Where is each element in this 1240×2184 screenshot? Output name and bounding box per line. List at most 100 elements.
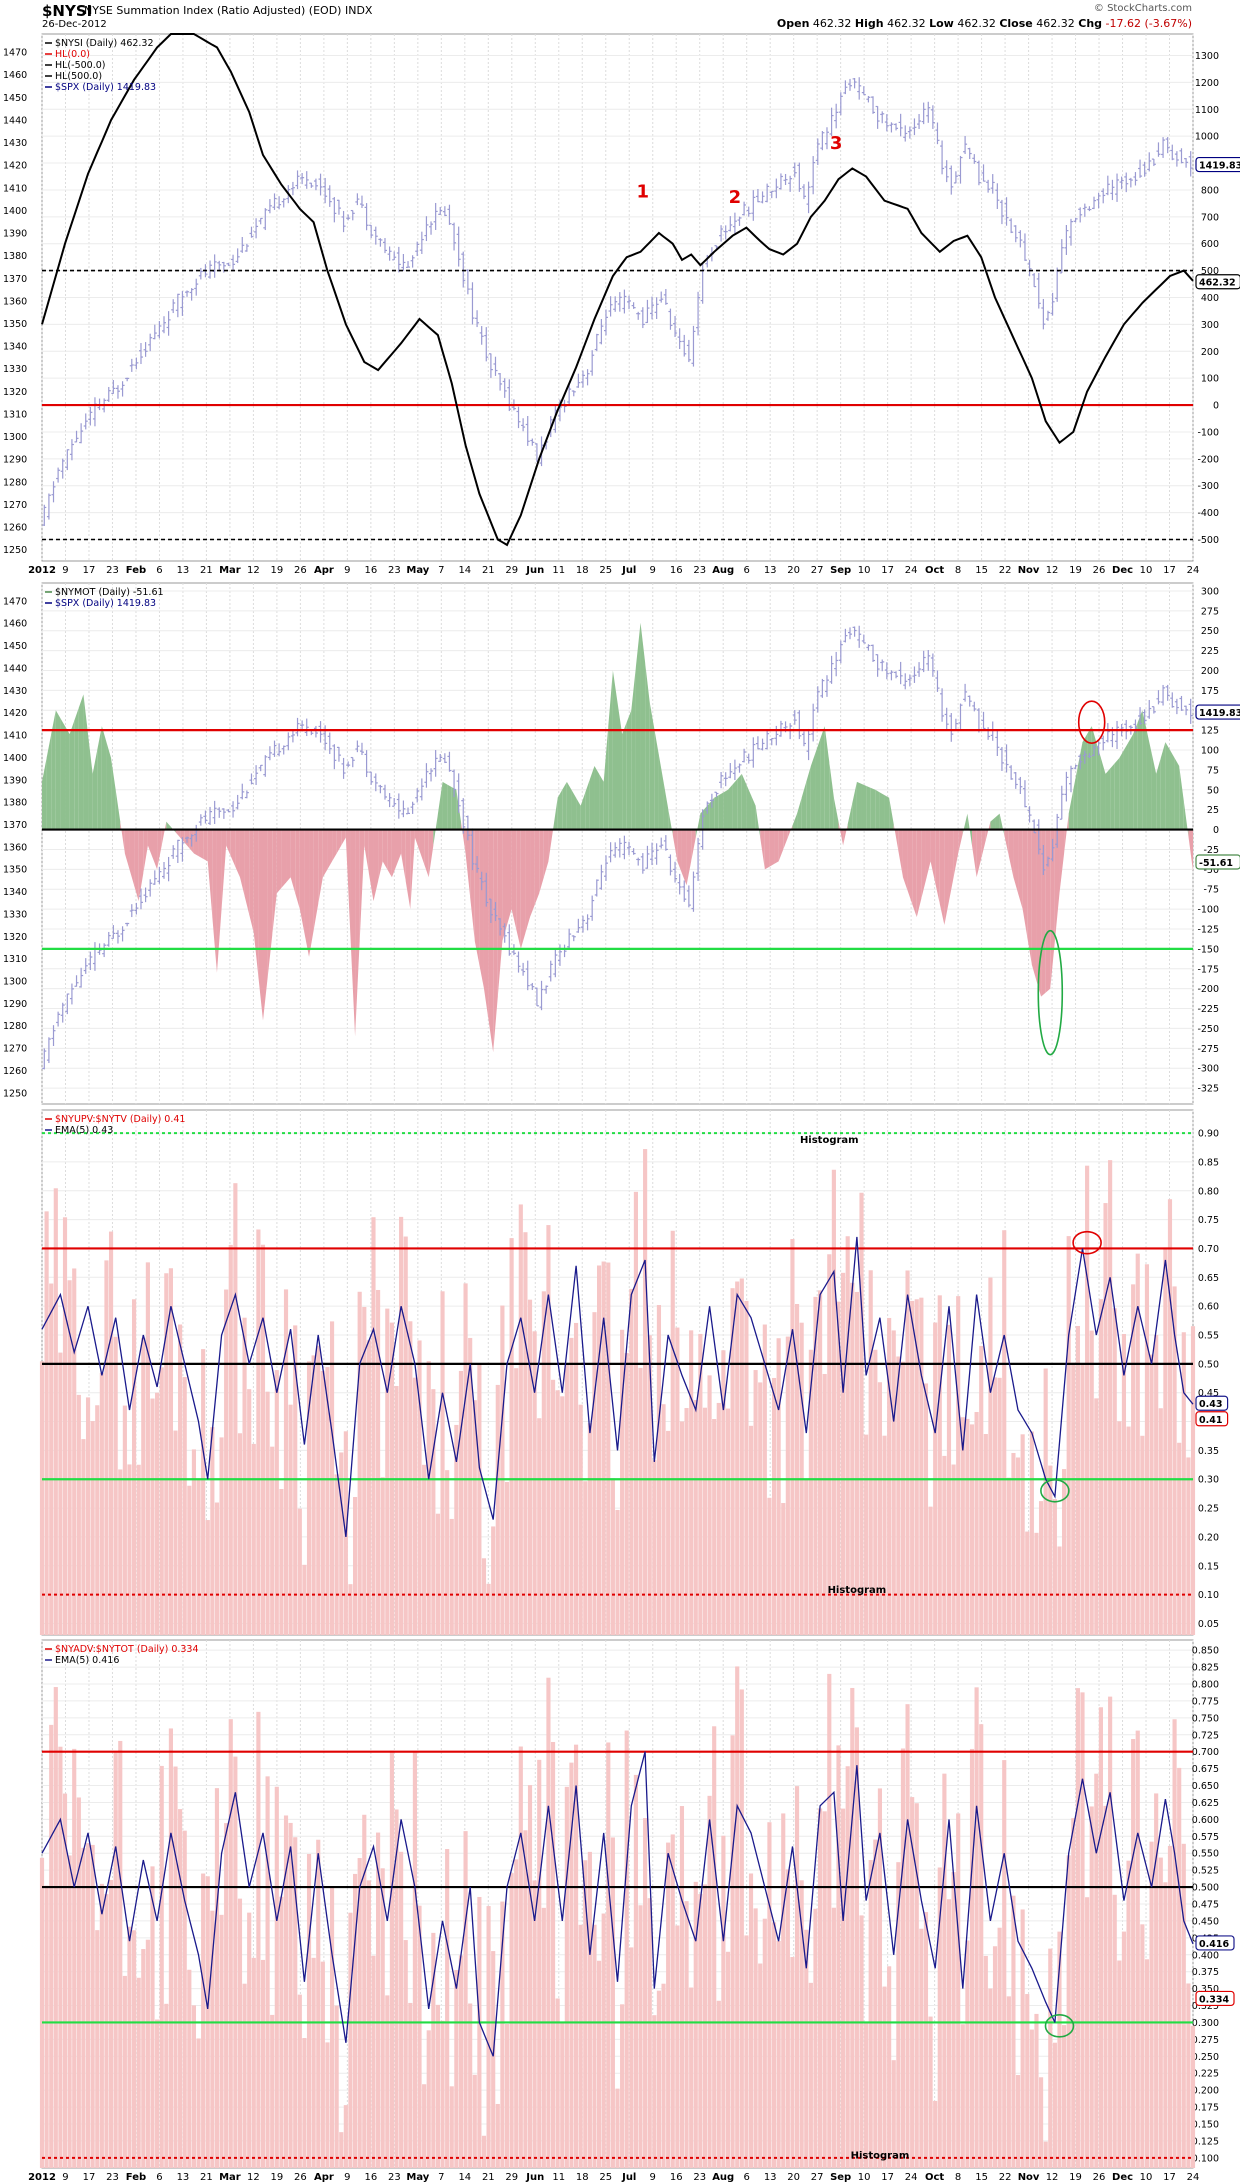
right-tick-label: 0 (1213, 825, 1219, 836)
histogram-bar (288, 1822, 293, 2168)
left-tick-label: 1420 (3, 161, 27, 172)
nymot-area-negative (290, 829, 296, 894)
histogram-bar (1025, 1994, 1030, 2168)
nymot-area-negative (691, 829, 696, 862)
histogram-bar (1011, 1895, 1016, 2168)
histogram-bar (1103, 1805, 1108, 2168)
x-tick-label: Oct (925, 2172, 944, 2183)
nymot-area-positive (1105, 768, 1111, 830)
histogram-bar (477, 1896, 482, 2168)
nymot-area-positive (751, 795, 756, 830)
x-tick-label: Nov (1018, 565, 1040, 576)
histogram-bar (1057, 1931, 1062, 2168)
nymot-area-positive (115, 789, 121, 830)
histogram-bar (896, 1862, 901, 2168)
x-tick-label: 23 (693, 2172, 706, 2183)
histogram-bar (486, 1583, 491, 1635)
right-tick-label: -300 (1197, 1064, 1219, 1075)
histogram-bar (256, 1711, 261, 2168)
nymot-area-negative (414, 829, 420, 851)
histogram-bar (638, 1367, 643, 1635)
x-tick-label: 18 (576, 565, 589, 576)
histogram-bar (841, 1808, 846, 2168)
histogram-bar (850, 1687, 855, 2168)
nymot-area-positive (111, 757, 116, 830)
histogram-bar (435, 1513, 441, 1635)
histogram-bar (550, 1741, 556, 2168)
histogram-bar (302, 1564, 307, 1635)
x-tick-label: 19 (271, 565, 284, 576)
histogram-bar (504, 2023, 510, 2168)
histogram-bar (974, 1687, 979, 2168)
x-tick-label: 27 (811, 2172, 824, 2183)
left-tick-label: 1440 (3, 115, 27, 126)
right-tick-label: 0.250 (1192, 2052, 1219, 2063)
right-tick-label: 0.25 (1198, 1504, 1219, 1515)
histogram-bar (159, 1765, 164, 2168)
right-tick-label: 300 (1201, 586, 1219, 597)
histogram-bar (1038, 1501, 1044, 1635)
nymot-area-positive (695, 813, 701, 838)
histogram-bar (877, 1788, 882, 2168)
x-tick-label: Jun (525, 2172, 544, 2183)
nymot-area-positive (612, 670, 618, 830)
right-tick-label: 0.600 (1192, 1815, 1219, 1826)
right-tick-label: 0.90 (1198, 1129, 1219, 1140)
brand-watermark: © StockCharts.com (1093, 3, 1192, 14)
histogram-bar (900, 1748, 906, 2168)
nymot-area-negative (479, 829, 484, 989)
nymot-area-negative (157, 829, 162, 870)
right-tick-label: -200 (1197, 454, 1219, 465)
nymot-area-negative (1013, 829, 1019, 894)
nymot-area-positive (727, 784, 733, 830)
right-tick-label: 0.375 (1192, 1967, 1219, 1978)
histogram-bar (698, 1333, 703, 1635)
histogram-bar (951, 1464, 956, 1635)
histogram-bar (504, 1481, 510, 1635)
nymot-area-positive (631, 666, 636, 830)
histogram-bar (426, 2030, 431, 2168)
x-tick-label: Nov (1018, 2172, 1040, 2183)
x-tick-label: 24 (905, 565, 918, 576)
histogram-bar (422, 2084, 427, 2168)
left-tick-label: 1340 (3, 342, 27, 353)
histogram-bar (219, 1437, 224, 1635)
histogram-bar (426, 1361, 431, 1635)
x-tick-label: 6 (744, 2172, 750, 2183)
x-tick-label: 16 (364, 2172, 377, 2183)
nymot-area-negative (1064, 813, 1069, 854)
histogram-bar (776, 1940, 781, 2168)
nymot-area-negative (935, 829, 940, 904)
x-tick-label: 7 (438, 565, 444, 576)
histogram-bar (1108, 1696, 1113, 2168)
nymot-area-positive (856, 781, 862, 830)
nymot-area-negative (1008, 829, 1014, 878)
chg-value: -17.62 (-3.67%) (1105, 17, 1192, 30)
right-tick-label: 0.450 (1192, 1916, 1219, 1927)
histogram-bar (946, 1899, 952, 2168)
histogram-bar (297, 1508, 302, 1635)
histogram-bar (730, 1735, 735, 2168)
nymot-area-positive (617, 702, 623, 830)
histogram-bar (362, 1306, 367, 1635)
nymot-area-negative (355, 829, 360, 1037)
nymot-area-negative (1059, 829, 1065, 894)
x-tick-label: Oct (925, 565, 944, 576)
right-tick-label: 0.125 (1192, 2136, 1219, 2147)
histogram-bar (666, 1842, 671, 2168)
nymot-area-positive (879, 792, 885, 830)
histogram-bar (1108, 1160, 1113, 1635)
histogram-bar (1098, 1707, 1103, 2168)
nymot-area-negative (774, 829, 779, 865)
histogram-bar (550, 1379, 556, 1635)
x-tick-label: 26 (294, 2172, 307, 2183)
nymot-area-negative (272, 829, 277, 936)
value-badge (1195, 1411, 1229, 1427)
x-tick-label: Dec (1112, 2172, 1133, 2183)
right-tick-label: 0.275 (1192, 2035, 1219, 2046)
x-tick-label: Apr (314, 565, 334, 576)
x-tick-label: 21 (482, 565, 495, 576)
nymot-area-negative (769, 829, 775, 867)
histogram-bar (1006, 1477, 1011, 1635)
